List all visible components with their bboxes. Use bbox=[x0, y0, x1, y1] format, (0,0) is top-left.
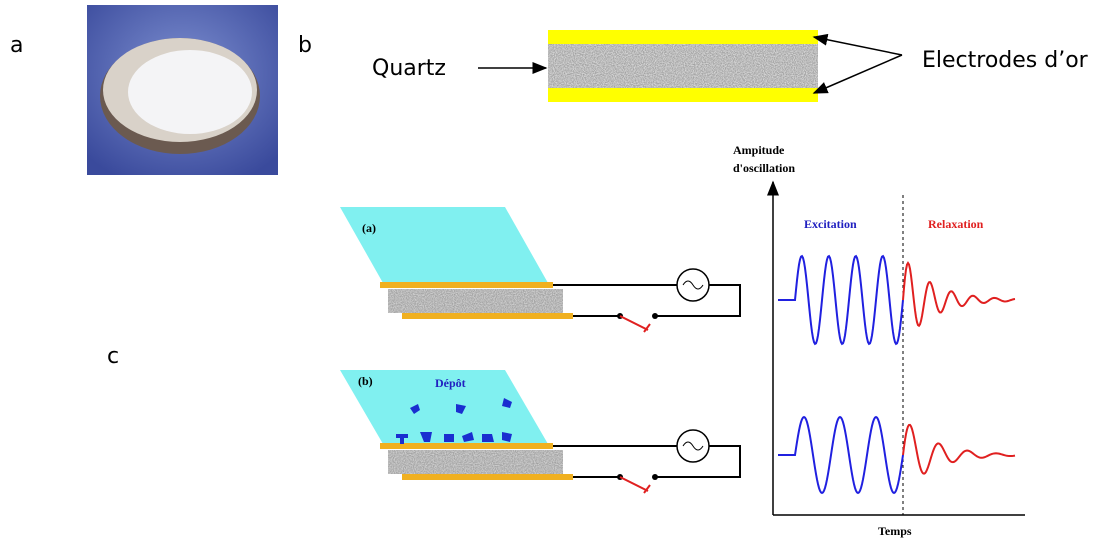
electrodes-label: Electrodes d’or bbox=[922, 48, 1089, 73]
panel-label: c bbox=[107, 344, 119, 369]
deposit-plate bbox=[340, 207, 548, 283]
switch-contact bbox=[652, 313, 658, 319]
panel-label: b bbox=[298, 33, 312, 58]
switch-lever bbox=[619, 476, 651, 494]
deposit-label: Dépôt bbox=[435, 376, 466, 390]
arrow bbox=[812, 54, 903, 94]
relaxation-label: Relaxation bbox=[928, 217, 984, 231]
crystal-section bbox=[548, 30, 818, 102]
setup-b bbox=[340, 370, 741, 494]
setup-label: (a) bbox=[362, 221, 376, 235]
excitation-wave bbox=[778, 415, 904, 495]
panel-label: a bbox=[10, 33, 23, 58]
setup-label: (b) bbox=[358, 374, 373, 388]
x-axis-label: Temps bbox=[878, 524, 912, 538]
wire bbox=[655, 445, 741, 478]
y-axis-label: d'oscillation bbox=[733, 161, 795, 175]
relaxation-wave bbox=[902, 261, 1016, 328]
deposit-plate bbox=[340, 370, 548, 444]
quartz-photo bbox=[87, 5, 278, 175]
quartz bbox=[388, 450, 563, 474]
generator-symbol bbox=[682, 441, 704, 451]
excitation-wave bbox=[778, 254, 904, 346]
generator-symbol bbox=[682, 280, 704, 290]
quartz bbox=[388, 289, 563, 313]
quartz-label: Quartz bbox=[372, 56, 446, 81]
switch-contact bbox=[652, 474, 658, 480]
y-axis-label: Ampitude bbox=[733, 143, 785, 157]
wire bbox=[655, 284, 741, 317]
arrow bbox=[812, 33, 903, 56]
relaxation-wave bbox=[902, 423, 1016, 475]
deposits bbox=[396, 398, 512, 444]
setup-a bbox=[340, 207, 741, 333]
switch-lever bbox=[619, 315, 651, 333]
excitation-label: Excitation bbox=[804, 217, 857, 231]
